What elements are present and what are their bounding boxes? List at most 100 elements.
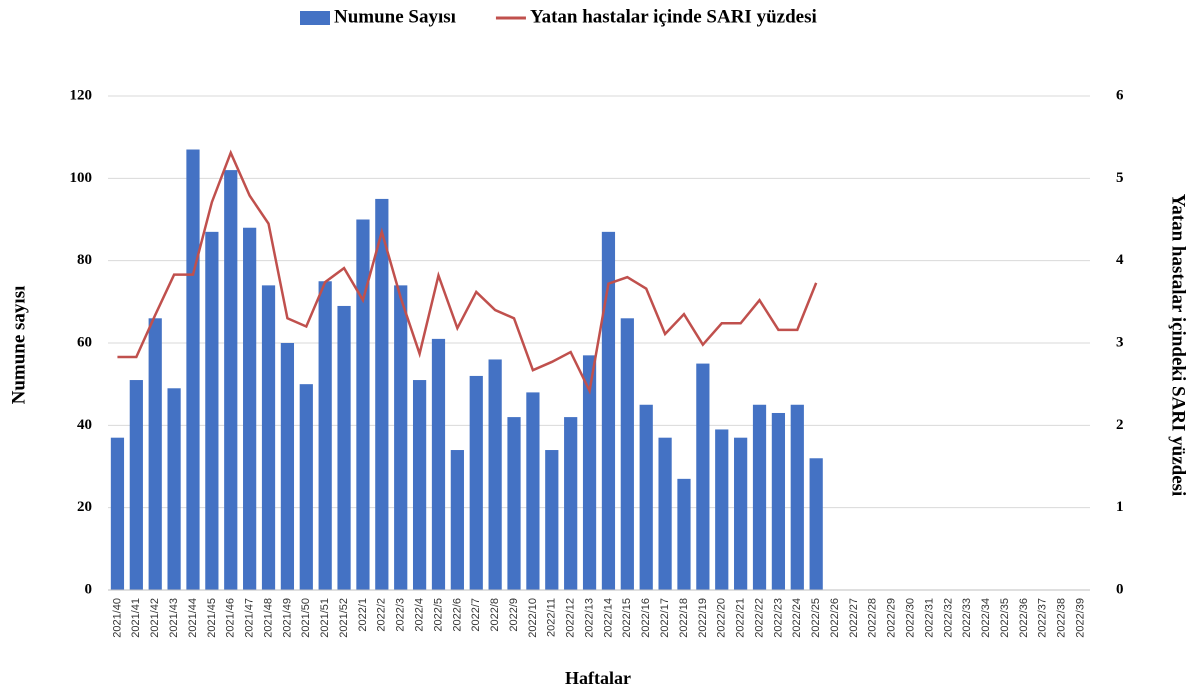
y2-tick-label: 1 (1116, 499, 1124, 515)
x-tick-label: 2022/36 (1018, 598, 1030, 638)
x-tick-label: 2022/3 (395, 598, 407, 632)
bar (545, 450, 559, 590)
bar (488, 359, 502, 590)
x-tick-label: 2022/14 (602, 598, 614, 638)
bar (224, 170, 238, 590)
bar (412, 380, 427, 590)
x-tick-label: 2021/40 (111, 598, 123, 638)
bar (148, 318, 162, 590)
x-tick-label: 2022/20 (716, 598, 728, 638)
x-tick-label: 2022/21 (735, 598, 747, 638)
x-tick-label: 2022/38 (1056, 598, 1068, 638)
bar (243, 227, 257, 590)
x-tick-label: 2022/6 (451, 598, 463, 632)
y2-tick-label: 6 (1116, 87, 1124, 103)
bar (261, 285, 276, 590)
x-tick-label: 2021/48 (262, 598, 274, 638)
y2-tick-label: 2 (1116, 417, 1124, 433)
bar (771, 412, 786, 590)
bar (696, 363, 710, 590)
x-tick-label: 2022/5 (432, 598, 444, 632)
bar (337, 305, 351, 590)
x-tick-label: 2022/15 (621, 598, 633, 638)
x-tick-label: 2022/13 (583, 598, 595, 638)
bar (129, 380, 143, 590)
bar (564, 417, 578, 590)
x-tick-label: 2021/44 (187, 598, 199, 638)
y2-axis-title: Yatan hastalar içindeki SARI yüzdesi (1168, 194, 1189, 497)
bar (280, 343, 295, 590)
y-tick-label: 100 (70, 170, 93, 186)
bar (110, 437, 125, 590)
bar (677, 478, 691, 590)
x-tick-label: 2022/37 (1037, 598, 1049, 638)
y2-tick-label: 3 (1116, 334, 1124, 350)
x-tick-label: 2022/27 (848, 598, 860, 638)
bar (620, 318, 634, 590)
x-tick-label: 2022/10 (527, 598, 539, 638)
x-tick-label: 2022/28 (867, 598, 879, 638)
x-tick-label: 2021/43 (168, 598, 180, 638)
x-tick-label: 2022/17 (659, 598, 671, 638)
bar (790, 404, 804, 590)
x-tick-label: 2022/16 (640, 598, 652, 638)
x-tick-label: 2022/19 (697, 598, 709, 638)
x-tick-label: 2022/24 (791, 598, 803, 638)
x-tick-label: 2022/31 (923, 598, 935, 638)
bar (167, 388, 181, 590)
x-tick-label: 2021/42 (149, 598, 161, 638)
x-tick-label: 2022/35 (999, 598, 1011, 638)
y-tick-label: 80 (77, 252, 92, 268)
bar (394, 285, 408, 590)
bar (582, 355, 597, 590)
bar (601, 231, 616, 590)
y-tick-label: 60 (77, 334, 92, 350)
bar (658, 437, 672, 590)
bar (469, 375, 483, 590)
x-tick-label: 2022/29 (886, 598, 898, 638)
bar (431, 338, 446, 590)
bar (299, 384, 313, 590)
bar (507, 417, 521, 590)
y-tick-label: 40 (77, 417, 92, 433)
bar (205, 231, 219, 590)
x-tick-label: 2021/52 (338, 598, 350, 638)
bar (356, 219, 370, 590)
y-tick-label: 120 (70, 87, 93, 103)
bar (734, 437, 748, 590)
legend-label: Yatan hastalar içinde SARI yüzdesi (530, 6, 817, 27)
x-tick-label: 2022/1 (357, 598, 369, 632)
bar (715, 429, 729, 590)
y2-tick-label: 0 (1116, 581, 1124, 597)
x-tick-label: 2021/45 (206, 598, 218, 638)
y-axis-title: Numune sayısı (8, 286, 29, 405)
legend-swatch (300, 11, 330, 25)
bar (318, 281, 332, 590)
x-tick-label: 2022/7 (470, 598, 482, 632)
bar (450, 450, 464, 590)
x-tick-label: 2022/25 (810, 598, 822, 638)
x-tick-label: 2022/30 (905, 598, 917, 638)
x-tick-label: 2021/41 (130, 598, 142, 638)
x-tick-label: 2022/11 (546, 598, 558, 637)
x-tick-label: 2022/12 (565, 598, 577, 638)
x-tick-label: 2022/4 (414, 598, 426, 632)
x-tick-label: 2022/2 (376, 598, 388, 632)
bar (639, 404, 653, 590)
bar (752, 404, 767, 590)
x-tick-label: 2021/50 (300, 598, 312, 638)
x-tick-label: 2022/23 (772, 598, 784, 638)
x-tick-label: 2022/33 (961, 598, 973, 638)
line (117, 149, 818, 395)
y2-tick-label: 4 (1116, 252, 1124, 268)
x-tick-label: 2022/18 (678, 598, 690, 638)
bar (809, 458, 823, 590)
x-tick-label: 2021/51 (319, 598, 331, 638)
x-tick-label: 2022/9 (508, 598, 520, 632)
bar (186, 149, 200, 590)
x-tick-label: 2022/34 (980, 598, 992, 638)
legend-label: Numune Sayısı (334, 6, 456, 27)
x-tick-label: 2021/49 (281, 598, 293, 638)
y-tick-label: 20 (77, 499, 92, 515)
